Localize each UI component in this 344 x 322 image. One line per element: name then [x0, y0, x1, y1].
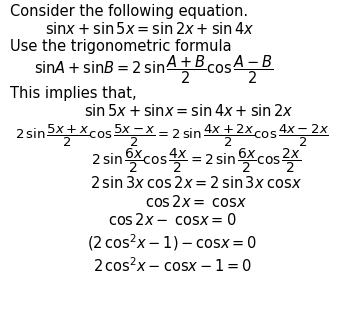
Text: $2\,\mathrm{sin}\,\dfrac{6x}{2}\mathrm{cos}\,\dfrac{4x}{2} = 2\,\mathrm{sin}\,\d: $2\,\mathrm{sin}\,\dfrac{6x}{2}\mathrm{c…	[91, 147, 301, 175]
Text: $\mathrm{sin}x + \mathrm{sin}\,5x = \mathrm{sin}\,2x + \mathrm{sin}\,4x$: $\mathrm{sin}x + \mathrm{sin}\,5x = \mat…	[45, 21, 254, 37]
Text: $\mathrm{sin}\,5x + \mathrm{sin}x = \mathrm{sin}\,4x + \mathrm{sin}\,2x$: $\mathrm{sin}\,5x + \mathrm{sin}x = \mat…	[85, 103, 294, 119]
Text: Use the trigonometric formula: Use the trigonometric formula	[10, 39, 232, 54]
Text: $2\,\mathrm{sin}\,\dfrac{5x+x}{2}\mathrm{cos}\,\dfrac{5x-x}{2} = 2\,\mathrm{sin}: $2\,\mathrm{sin}\,\dfrac{5x+x}{2}\mathrm…	[15, 123, 329, 149]
Text: This implies that,: This implies that,	[10, 86, 137, 101]
Text: $2\,\mathrm{sin}\,3x\;\mathrm{cos}\,2x = 2\,\mathrm{sin}\,3x\;\mathrm{cos}x$: $2\,\mathrm{sin}\,3x\;\mathrm{cos}\,2x =…	[90, 175, 302, 191]
Text: $\mathrm{sin}A + \mathrm{sin}B = 2\,\mathrm{sin}\,\dfrac{A+B}{2}\mathrm{cos}\,\d: $\mathrm{sin}A + \mathrm{sin}B = 2\,\mat…	[34, 53, 274, 86]
Text: $\mathrm{cos}\,2x -\;\mathrm{cos}x = 0$: $\mathrm{cos}\,2x -\;\mathrm{cos}x = 0$	[108, 212, 236, 228]
Text: $\mathrm{cos}\,2x =\;\mathrm{cos}x$: $\mathrm{cos}\,2x =\;\mathrm{cos}x$	[145, 194, 247, 210]
Text: Consider the following equation.: Consider the following equation.	[10, 4, 248, 19]
Text: $\left(2\,\mathrm{cos}^2 x - 1\right) - \mathrm{cos}x = 0$: $\left(2\,\mathrm{cos}^2 x - 1\right) - …	[87, 233, 257, 253]
Text: $2\,\mathrm{cos}^2 x - \mathrm{cos}x - 1 = 0$: $2\,\mathrm{cos}^2 x - \mathrm{cos}x - 1…	[93, 256, 251, 275]
